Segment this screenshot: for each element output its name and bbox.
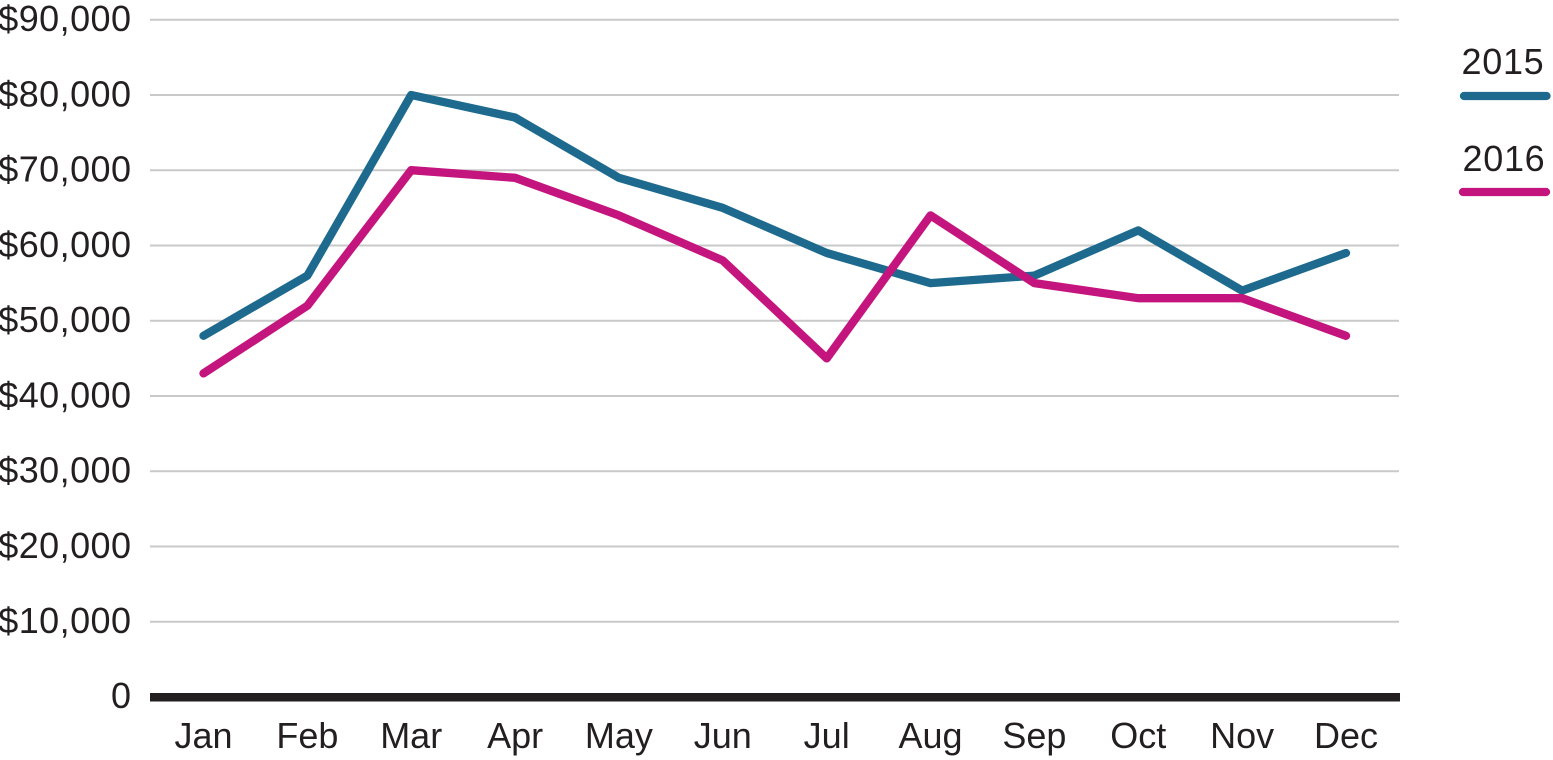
svg-text:Nov: Nov [1210, 715, 1274, 756]
svg-text:0: 0 [111, 675, 131, 716]
svg-text:$90,000: $90,000 [0, 0, 132, 39]
svg-text:$10,000: $10,000 [0, 600, 132, 641]
svg-text:$80,000: $80,000 [0, 73, 132, 114]
svg-text:$30,000: $30,000 [0, 450, 132, 491]
svg-text:Jan: Jan [174, 715, 232, 756]
svg-text:2016: 2016 [1463, 138, 1546, 179]
svg-text:Feb: Feb [276, 715, 338, 756]
svg-text:Jun: Jun [694, 715, 752, 756]
svg-text:Mar: Mar [380, 715, 442, 756]
svg-text:$40,000: $40,000 [0, 374, 132, 415]
svg-text:Oct: Oct [1110, 715, 1166, 756]
svg-text:$20,000: $20,000 [0, 525, 132, 566]
svg-text:May: May [585, 715, 653, 756]
svg-text:$60,000: $60,000 [0, 224, 132, 265]
svg-text:Jul: Jul [804, 715, 850, 756]
svg-text:Dec: Dec [1314, 715, 1378, 756]
svg-text:$50,000: $50,000 [0, 299, 132, 340]
svg-text:2015: 2015 [1462, 41, 1545, 82]
svg-text:Apr: Apr [487, 715, 543, 756]
svg-text:Sep: Sep [1002, 715, 1066, 756]
svg-text:$70,000: $70,000 [0, 149, 132, 190]
svg-text:Aug: Aug [898, 715, 962, 756]
